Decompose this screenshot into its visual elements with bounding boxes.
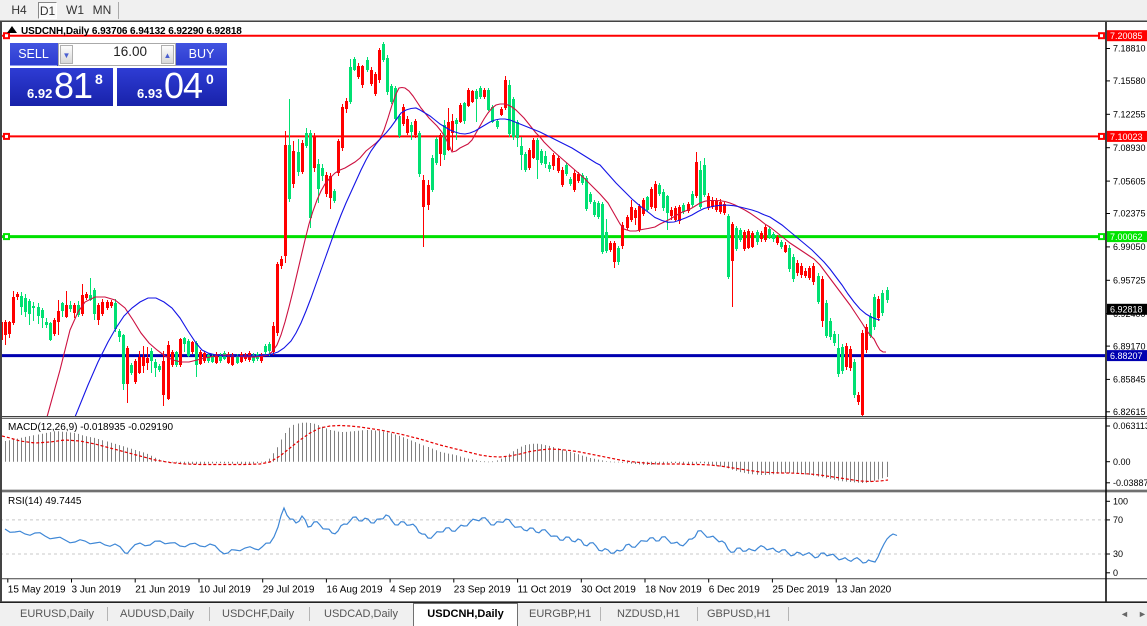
svg-text:7.12255: 7.12255 [1113, 110, 1146, 120]
svg-text:6.99050: 6.99050 [1113, 242, 1146, 252]
svg-text:30: 30 [1113, 549, 1123, 559]
svg-text:23 Sep 2019: 23 Sep 2019 [454, 585, 511, 596]
svg-text:0: 0 [1113, 568, 1118, 578]
svg-text:11 Oct 2019: 11 Oct 2019 [518, 585, 572, 596]
svg-text:6.89170: 6.89170 [1113, 341, 1146, 351]
svg-text:10 Jul 2019: 10 Jul 2019 [199, 585, 251, 596]
svg-text:7.20085: 7.20085 [1110, 31, 1143, 41]
svg-text:0.00: 0.00 [1113, 457, 1131, 467]
svg-text:7.05605: 7.05605 [1113, 176, 1146, 186]
svg-text:6 Dec 2019: 6 Dec 2019 [709, 585, 761, 596]
svg-text:6.95725: 6.95725 [1113, 276, 1146, 286]
svg-text:30 Oct 2019: 30 Oct 2019 [581, 585, 636, 596]
svg-text:16 Aug 2019: 16 Aug 2019 [326, 585, 383, 596]
svg-text:USDCNH,Daily 6.93706 6.94132: USDCNH,Daily 6.93706 6.94132 6.92290 6.9… [21, 26, 242, 37]
svg-text:7.15580: 7.15580 [1113, 76, 1146, 86]
svg-text:100: 100 [1113, 497, 1128, 507]
svg-text:4 Sep 2019: 4 Sep 2019 [390, 585, 442, 596]
svg-text:3 Jun 2019: 3 Jun 2019 [72, 585, 122, 596]
svg-text:MACD(12,26,9) -0.018935 -0.029: MACD(12,26,9) -0.018935 -0.029190 [8, 422, 174, 433]
svg-text:13 Jan 2020: 13 Jan 2020 [836, 585, 891, 596]
svg-text:6.82615: 6.82615 [1113, 407, 1146, 417]
svg-text:15 May 2019: 15 May 2019 [8, 585, 66, 596]
svg-text:7.18810: 7.18810 [1113, 44, 1146, 54]
svg-text:7.10023: 7.10023 [1110, 132, 1143, 142]
svg-text:21 Jun 2019: 21 Jun 2019 [135, 585, 190, 596]
svg-text:29 Jul 2019: 29 Jul 2019 [263, 585, 315, 596]
svg-text:25 Dec 2019: 25 Dec 2019 [772, 585, 829, 596]
svg-text:70: 70 [1113, 515, 1123, 525]
svg-text:6.92818: 6.92818 [1110, 305, 1143, 315]
svg-text:RSI(14) 49.7445: RSI(14) 49.7445 [8, 496, 82, 507]
svg-text:7.00062: 7.00062 [1110, 232, 1143, 242]
svg-text:6.88207: 6.88207 [1110, 351, 1143, 361]
svg-text:6.85845: 6.85845 [1113, 375, 1146, 385]
svg-text:-0.038873: -0.038873 [1113, 478, 1147, 488]
svg-text:7.08930: 7.08930 [1113, 143, 1146, 153]
svg-text:0.063113: 0.063113 [1113, 421, 1147, 431]
svg-text:18 Nov 2019: 18 Nov 2019 [645, 585, 702, 596]
svg-text:7.02375: 7.02375 [1113, 209, 1146, 219]
